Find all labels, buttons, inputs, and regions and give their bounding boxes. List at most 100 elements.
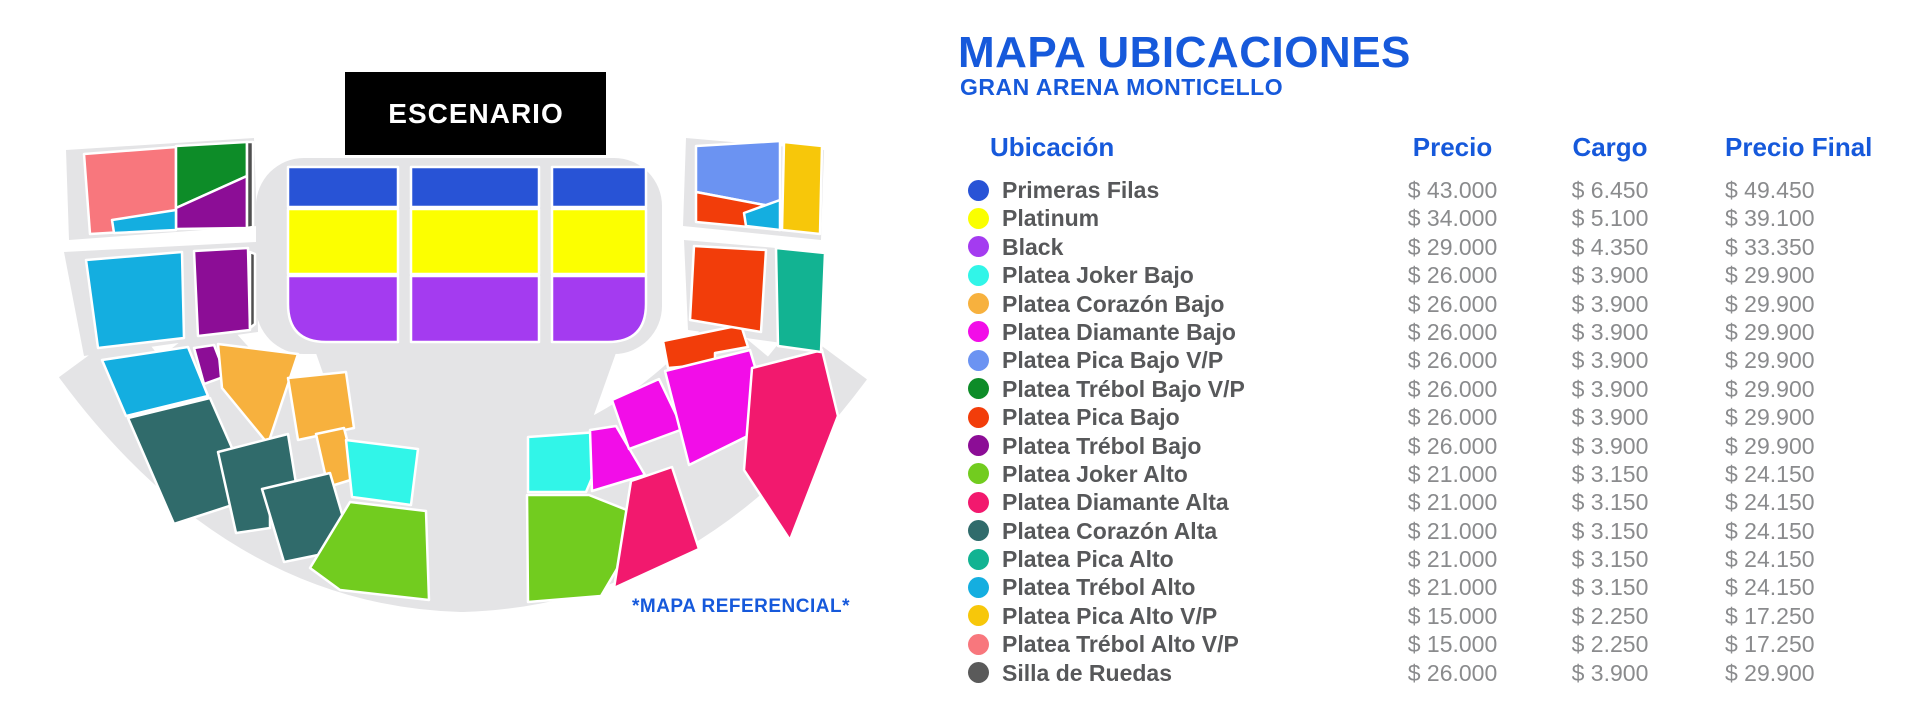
legend-color-dot xyxy=(968,633,989,655)
row-cargo: $ 3.150 xyxy=(1571,460,1649,487)
row-ubicacion: Platea Diamante Bajo xyxy=(1002,318,1236,345)
header-precio-final: Precio Final xyxy=(1725,132,1873,162)
stage-label: ESCENARIO xyxy=(388,98,563,129)
row-cargo: $ 2.250 xyxy=(1571,631,1649,658)
legend-color-dot xyxy=(968,349,989,371)
legend-color-dot xyxy=(968,293,989,315)
row-precio-final: $ 29.900 xyxy=(1725,318,1815,345)
stage-box xyxy=(345,72,606,155)
row-precio-final: $ 24.150 xyxy=(1725,489,1815,516)
row-precio: $ 21.000 xyxy=(1407,517,1498,544)
header-ubicacion: Ubicación xyxy=(990,132,1115,162)
table-row: Platea Trébol Alto V/P $ 15.000 $ 2.250 … xyxy=(968,630,1908,658)
row-cargo: $ 3.900 xyxy=(1571,404,1649,431)
legend-color-dot xyxy=(968,605,989,627)
legend-color-dot xyxy=(968,548,989,570)
row-precio-final: $ 17.250 xyxy=(1725,631,1815,658)
seat-map: ESCENARIO xyxy=(58,72,867,617)
row-precio: $ 26.000 xyxy=(1407,318,1498,345)
legend-color-dot xyxy=(968,520,989,542)
table-row: Platea Pica Bajo V/P $ 26.000 $ 3.900 $ … xyxy=(968,346,1908,374)
table-row: Silla de Ruedas $ 26.000 $ 3.900 $ 29.90… xyxy=(968,659,1908,687)
row-cargo: $ 3.900 xyxy=(1571,262,1649,289)
row-ubicacion: Platea Trébol Alto V/P xyxy=(1002,631,1239,658)
row-precio: $ 15.000 xyxy=(1407,631,1498,658)
row-cargo: $ 3.150 xyxy=(1571,517,1649,544)
table-row: Black $ 29.000 $ 4.350 $ 33.350 xyxy=(968,233,1908,261)
row-precio-final: $ 24.150 xyxy=(1725,574,1815,601)
row-ubicacion: Silla de Ruedas xyxy=(1002,659,1173,686)
row-ubicacion: Platea Pica Alto xyxy=(1002,546,1174,573)
row-ubicacion: Black xyxy=(1002,233,1064,260)
row-precio-final: $ 29.900 xyxy=(1725,375,1815,402)
row-cargo: $ 3.150 xyxy=(1571,546,1649,573)
row-precio-final: $ 24.150 xyxy=(1725,460,1815,487)
row-cargo: $ 2.250 xyxy=(1571,602,1649,629)
row-precio: $ 21.000 xyxy=(1407,546,1498,573)
row-ubicacion: Platea Pica Bajo xyxy=(1002,404,1180,431)
table-row: Platea Joker Bajo $ 26.000 $ 3.900 $ 29.… xyxy=(968,261,1908,289)
legend-color-dot xyxy=(968,321,989,343)
row-ubicacion: Platea Trébol Alto xyxy=(1002,574,1196,601)
map-left-inner-arc xyxy=(216,370,431,602)
row-precio-final: $ 49.450 xyxy=(1725,177,1815,203)
table-row: Primeras Filas $ 43.000 $ 6.450 $ 49.450 xyxy=(968,176,1908,204)
map-left-upper-block xyxy=(82,140,255,236)
row-precio-final: $ 29.900 xyxy=(1725,290,1815,317)
row-precio: $ 15.000 xyxy=(1407,602,1498,629)
legend-color-dot xyxy=(968,435,989,457)
legend-color-dot xyxy=(968,179,989,201)
legend-color-dot xyxy=(968,491,989,513)
row-precio-final: $ 29.900 xyxy=(1725,262,1815,289)
row-ubicacion: Platea Trébol Bajo V/P xyxy=(1002,375,1245,402)
row-precio-final: $ 39.100 xyxy=(1725,205,1815,232)
table-row: Platea Pica Alto $ 21.000 $ 3.150 $ 24.1… xyxy=(968,545,1908,573)
row-precio: $ 21.000 xyxy=(1407,460,1498,487)
row-ubicacion: Platea Pica Alto V/P xyxy=(1002,602,1218,629)
row-ubicacion: Platea Joker Bajo xyxy=(1002,262,1194,289)
legend-color-dot xyxy=(968,576,989,598)
row-precio: $ 21.000 xyxy=(1407,574,1498,601)
map-reference-note: *MAPA REFERENCIAL* xyxy=(632,596,850,617)
row-cargo: $ 3.900 xyxy=(1571,290,1649,317)
row-cargo: $ 3.900 xyxy=(1571,318,1649,345)
row-cargo: $ 3.900 xyxy=(1571,375,1649,402)
legend-color-dot xyxy=(968,207,989,229)
legend-color-dot xyxy=(968,264,989,286)
row-cargo: $ 3.150 xyxy=(1571,574,1649,601)
header-precio: Precio xyxy=(1412,132,1493,162)
map-right-second-block xyxy=(688,244,827,354)
row-cargo: $ 3.900 xyxy=(1571,432,1649,459)
row-precio-final: $ 29.900 xyxy=(1725,347,1815,374)
table-row: Platea Trébol Alto $ 21.000 $ 3.150 $ 24… xyxy=(968,573,1908,601)
row-precio-final: $ 17.250 xyxy=(1725,602,1815,629)
table-row: Platea Corazón Bajo $ 26.000 $ 3.900 $ 2… xyxy=(968,290,1908,318)
map-right-upper-block xyxy=(694,139,824,236)
row-precio-final: $ 29.900 xyxy=(1725,404,1815,431)
page-subtitle: GRAN ARENA MONTICELLO xyxy=(960,74,1284,100)
row-precio: $ 21.000 xyxy=(1407,489,1498,516)
row-precio: $ 26.000 xyxy=(1407,404,1498,431)
row-ubicacion: Platea Corazón Alta xyxy=(1002,517,1218,544)
row-precio: $ 26.000 xyxy=(1407,659,1498,686)
row-precio: $ 43.000 xyxy=(1407,177,1498,203)
table-row: Platea Pica Alto V/P $ 15.000 $ 2.250 $ … xyxy=(968,602,1908,630)
table-row: Platea Trébol Bajo $ 26.000 $ 3.900 $ 29… xyxy=(968,432,1908,460)
page-title: MAPA UBICACIONES xyxy=(958,28,1411,77)
legend-color-dot xyxy=(968,378,989,400)
table-rows: Primeras Filas $ 43.000 $ 6.450 $ 49.450… xyxy=(968,176,1908,687)
row-cargo: $ 3.900 xyxy=(1571,659,1649,686)
row-precio: $ 26.000 xyxy=(1407,290,1498,317)
table-row: Platea Joker Alto $ 21.000 $ 3.150 $ 24.… xyxy=(968,460,1908,488)
row-precio: $ 29.000 xyxy=(1407,233,1498,260)
row-ubicacion: Platea Trébol Bajo xyxy=(1002,432,1202,459)
table-row: Platea Diamante Bajo $ 26.000 $ 3.900 $ … xyxy=(968,318,1908,346)
legend-color-dot xyxy=(968,662,989,684)
table-row: Platinum $ 34.000 $ 5.100 $ 39.100 xyxy=(968,204,1908,232)
row-cargo: $ 3.900 xyxy=(1571,347,1649,374)
row-ubicacion: Platinum xyxy=(1002,205,1100,232)
row-ubicacion: Platea Corazón Bajo xyxy=(1002,290,1225,317)
row-cargo: $ 4.350 xyxy=(1571,233,1649,260)
row-precio-final: $ 29.900 xyxy=(1725,659,1815,686)
row-precio: $ 34.000 xyxy=(1407,205,1498,232)
